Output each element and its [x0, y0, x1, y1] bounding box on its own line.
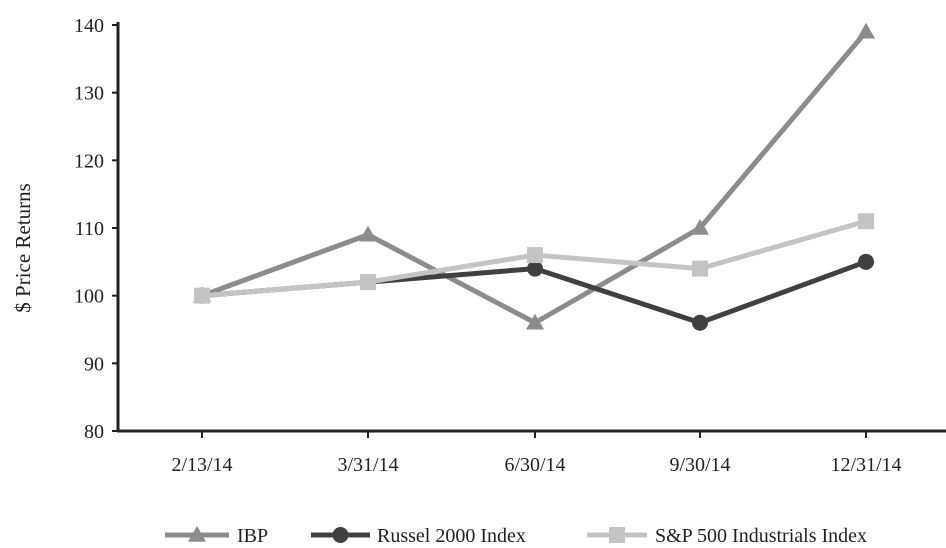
- legend-label: Russel 2000 Index: [377, 525, 526, 547]
- legend-label: IBP: [237, 525, 268, 547]
- data-point: [692, 260, 708, 277]
- x-tick-label: 6/30/14: [504, 454, 565, 476]
- x-axis-ticks: 2/13/14 3/31/14 6/30/14 9/30/14 12/31/14: [171, 431, 902, 476]
- series-layer: [193, 22, 875, 331]
- series-ibp: [193, 22, 875, 330]
- x-tick-label: 12/31/14: [830, 454, 901, 476]
- legend-item: IBP: [165, 525, 268, 547]
- y-tick-label: 130: [74, 83, 104, 105]
- y-tick-label: 140: [74, 15, 104, 37]
- data-point: [194, 287, 210, 304]
- legend: IBP Russel 2000 Index S&P 500 Industrials …: [165, 525, 867, 547]
- data-point: [527, 260, 543, 277]
- x-tick-label: 2/13/14: [171, 454, 232, 476]
- data-point: [526, 313, 544, 330]
- data-point: [360, 274, 376, 291]
- data-point: [527, 247, 543, 264]
- data-point: [857, 22, 875, 39]
- series-s-p-500-industrials-index: [194, 213, 874, 304]
- data-point: [359, 225, 377, 242]
- x-tick-label: 3/31/14: [337, 454, 398, 476]
- legend-item: Russel 2000 Index: [311, 525, 526, 547]
- data-point: [691, 219, 709, 235]
- data-point: [858, 253, 874, 270]
- x-tick-label: 9/30/14: [669, 454, 730, 476]
- legend-marker: [332, 527, 349, 543]
- legend-marker: [609, 527, 625, 543]
- legend-marker: [188, 526, 206, 542]
- data-point: [858, 213, 874, 230]
- legend-label: S&P 500 Industrials Index: [655, 525, 867, 547]
- y-axis-title: $ Price Returns: [11, 183, 35, 312]
- y-tick-label: 120: [74, 150, 104, 172]
- y-tick-label: 110: [75, 218, 104, 240]
- series-line: [201, 30, 868, 326]
- y-axis-ticks: 80 90 100 110 120 130 140: [74, 15, 118, 443]
- data-point: [692, 314, 708, 331]
- y-tick-label: 90: [84, 353, 104, 375]
- legend-item: S&P 500 Industrials Index: [587, 525, 867, 547]
- y-tick-label: 80: [84, 421, 104, 443]
- y-tick-label: 100: [74, 286, 104, 308]
